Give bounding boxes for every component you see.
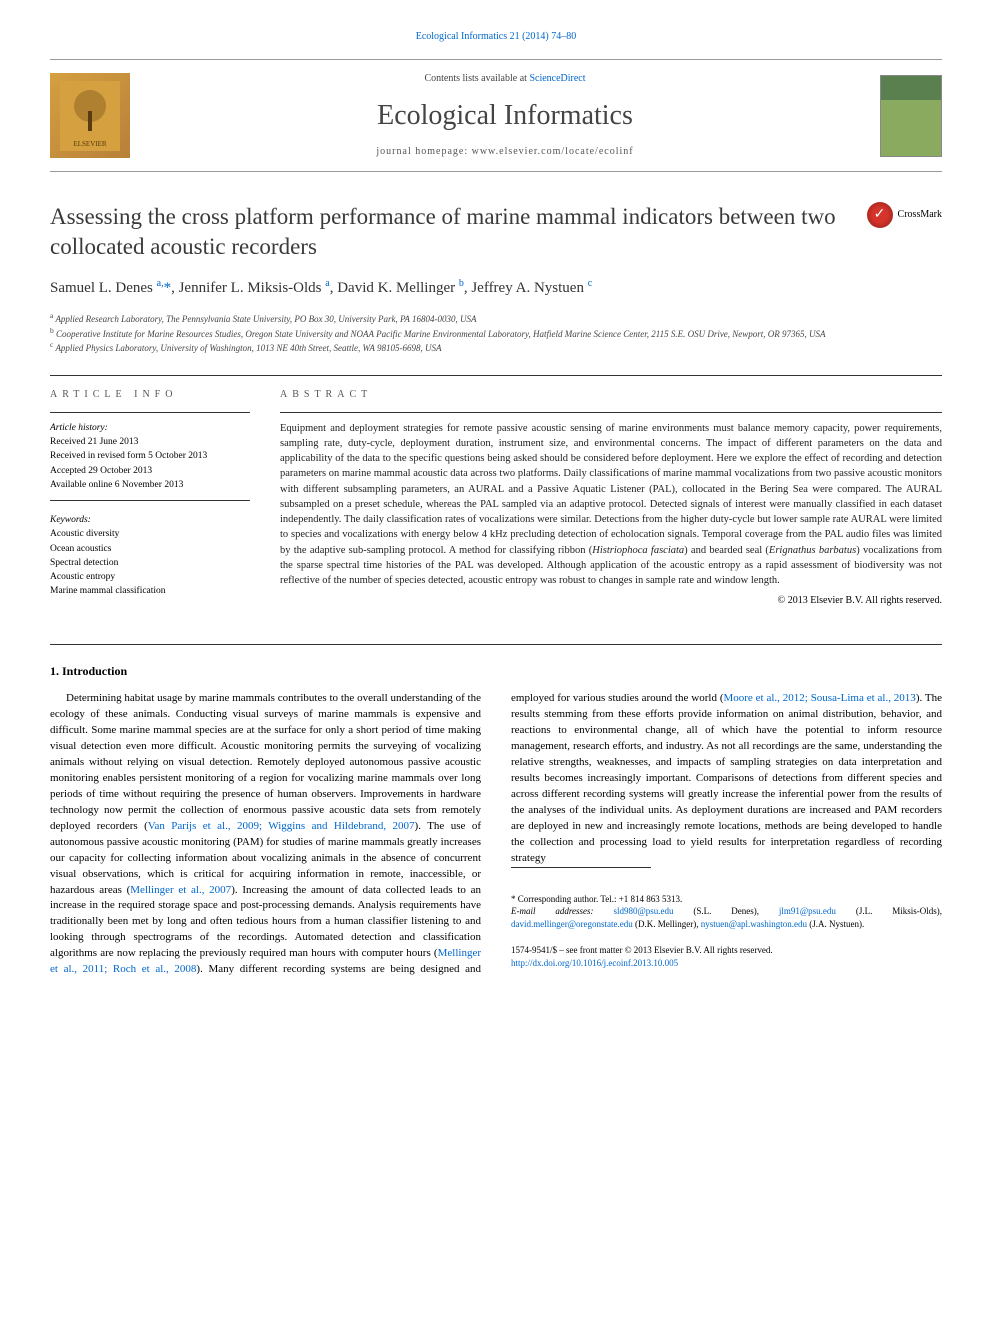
body-divider	[50, 644, 942, 645]
crossmark-badge[interactable]: CrossMark	[867, 202, 942, 228]
keyword: Acoustic diversity	[50, 527, 250, 541]
article-info-head: ARTICLE INFO	[50, 388, 250, 402]
email-link[interactable]: sld980@psu.edu	[613, 906, 673, 916]
header-center: Contents lists available at ScienceDirec…	[130, 72, 880, 159]
footnote-divider	[511, 867, 651, 868]
keywords-block: Keywords: Acoustic diversityOcean acoust…	[50, 513, 250, 607]
keyword: Marine mammal classification	[50, 584, 250, 598]
history-block: Article history: Received 21 June 2013 R…	[50, 421, 250, 501]
history-revised: Received in revised form 5 October 2013	[50, 449, 250, 463]
author-list: Samuel L. Denes a,*, Jennifer L. Miksis-…	[50, 277, 942, 299]
citation-link[interactable]: Mellinger et al., 2011; Roch et al., 200…	[50, 947, 481, 975]
affiliation-b: b Cooperative Institute for Marine Resou…	[50, 326, 942, 341]
divider	[50, 375, 942, 376]
publisher-logo: ELSEVIER	[50, 73, 130, 158]
keyword: Ocean acoustics	[50, 542, 250, 556]
citation-link[interactable]: Mellinger et al., 2007	[130, 884, 231, 896]
svg-text:ELSEVIER: ELSEVIER	[73, 140, 106, 148]
crossmark-label: CrossMark	[898, 208, 942, 222]
affiliations: a Applied Research Laboratory, The Penns…	[50, 311, 942, 355]
email-addresses: E-mail addresses: sld980@psu.edu (S.L. D…	[511, 905, 942, 930]
email-link[interactable]: david.mellinger@oregonstate.edu	[511, 919, 633, 929]
history-available: Available online 6 November 2013	[50, 478, 250, 492]
homepage-url[interactable]: www.elsevier.com/locate/ecolinf	[472, 146, 634, 157]
homepage-line: journal homepage: www.elsevier.com/locat…	[130, 145, 880, 159]
sciencedirect-link[interactable]: ScienceDirect	[529, 73, 585, 84]
citation-link[interactable]: Van Parijs et al., 2009; Wiggins and Hil…	[148, 820, 415, 832]
citation-link[interactable]: Moore et al., 2012; Sousa-Lima et al., 2…	[723, 692, 915, 704]
crossmark-icon	[867, 202, 893, 228]
citation-link[interactable]: Ecological Informatics 21 (2014) 74–80	[416, 31, 577, 42]
citation-header: Ecological Informatics 21 (2014) 74–80	[50, 30, 942, 44]
history-accepted: Accepted 29 October 2013	[50, 464, 250, 478]
article-info-column: ARTICLE INFO Article history: Received 2…	[50, 388, 250, 619]
affiliation-c: c Applied Physics Laboratory, University…	[50, 340, 942, 355]
history-label: Article history:	[50, 421, 250, 435]
email-link[interactable]: jlm91@psu.edu	[779, 906, 836, 916]
journal-header: ELSEVIER Contents lists available at Sci…	[50, 59, 942, 172]
affiliation-a: a Applied Research Laboratory, The Penns…	[50, 311, 942, 326]
doi-link[interactable]: http://dx.doi.org/10.1016/j.ecoinf.2013.…	[511, 958, 678, 968]
email-link[interactable]: nystuen@apl.washington.edu	[701, 919, 807, 929]
journal-name: Ecological Informatics	[130, 96, 880, 135]
journal-cover-thumbnail	[880, 75, 942, 157]
abstract-copyright: © 2013 Elsevier B.V. All rights reserved…	[280, 594, 942, 608]
issn-copyright: 1574-9541/$ – see front matter © 2013 El…	[511, 944, 942, 970]
keywords-label: Keywords:	[50, 513, 250, 527]
abstract-column: ABSTRACT Equipment and deployment strate…	[280, 388, 942, 619]
footer-block: * Corresponding author. Tel.: +1 814 863…	[511, 893, 942, 931]
section-heading: 1. Introduction	[50, 663, 942, 680]
corresponding-author: * Corresponding author. Tel.: +1 814 863…	[511, 893, 942, 906]
keyword: Spectral detection	[50, 556, 250, 570]
keyword: Acoustic entropy	[50, 570, 250, 584]
abstract-head: ABSTRACT	[280, 388, 942, 402]
elsevier-tree-icon: ELSEVIER	[60, 81, 120, 151]
history-received: Received 21 June 2013	[50, 435, 250, 449]
article-title: Assessing the cross platform performance…	[50, 202, 867, 262]
abstract-text: Equipment and deployment strategies for …	[280, 421, 942, 588]
contents-lists-line: Contents lists available at ScienceDirec…	[130, 72, 880, 86]
body-text: Determining habitat usage by marine mamm…	[50, 691, 942, 978]
